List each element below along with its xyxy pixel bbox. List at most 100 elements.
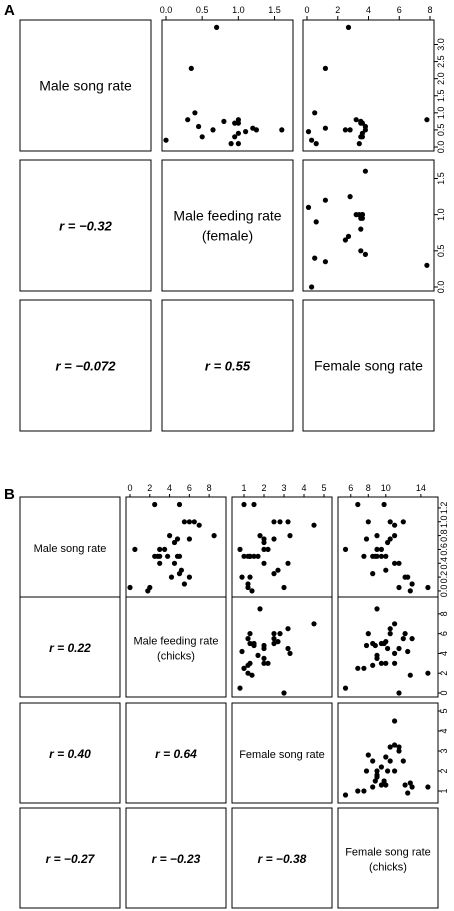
- panel-b-scatter-point: [378, 553, 384, 559]
- panel-b-y-tick-label: 1.0: [439, 515, 449, 528]
- panel-b-scatter-point: [392, 768, 398, 774]
- panel-b-scatter-point: [400, 519, 406, 525]
- panel-b-scatter-point: [396, 645, 402, 652]
- panel-a-scatter-point: [424, 117, 430, 123]
- panel-b-scatter-point: [261, 655, 267, 662]
- panel-b-y-tick-label: 5: [439, 708, 449, 713]
- panel-b-scatter-point: [245, 670, 251, 676]
- panel-b-scatter-point: [392, 560, 398, 566]
- panel-a-x-tick-label: 4: [366, 5, 371, 15]
- panel-b-scatter-point: [374, 546, 380, 553]
- panel-b-scatter-point: [171, 539, 178, 546]
- panel-b-scatter-point: [402, 631, 408, 637]
- panel-b-y-tick-label: 0.6: [439, 543, 449, 556]
- panel-a-y-tick-label: 0.0: [436, 141, 446, 154]
- panel-b-scatter-point: [342, 685, 349, 691]
- panel-b-scatter-point: [402, 782, 408, 788]
- panel-b-variable-label: (chicks): [369, 862, 407, 874]
- panel-b-scatter-point: [409, 636, 415, 642]
- panel-a-scatter-point: [359, 215, 365, 221]
- panel-b-x-tick-label: 4: [167, 483, 172, 493]
- panel-a-scatter-point: [188, 65, 194, 71]
- panel-b-x-tick-label: 14: [416, 483, 426, 493]
- panel-b-scatter-point: [370, 640, 376, 647]
- panel-b-scatter-point: [378, 764, 384, 770]
- panel-a-cell-frame: [161, 299, 294, 432]
- panel-a-scatter-point: [322, 259, 328, 265]
- panel-b-scatter-point: [237, 546, 243, 553]
- panel-b-y-tick-label: 2: [439, 671, 449, 676]
- panel-a-scatter-point: [322, 125, 328, 131]
- panel-b-x-tick-label: 4: [301, 483, 306, 493]
- panel-b-scatter-point: [196, 522, 202, 528]
- panel-b-scatter-point: [265, 546, 271, 553]
- panel-b-scatter-point: [361, 665, 367, 671]
- panel-b-scatter-point: [409, 784, 415, 790]
- panel-b-scatter-point: [176, 571, 183, 577]
- panel-a-y-tick-label: 3.0: [436, 38, 446, 51]
- panel-b-scatter-point: [407, 672, 413, 678]
- panel-b-scatter-point: [370, 784, 376, 790]
- panel-a-scatter-point: [356, 212, 362, 218]
- panel-a-scatter-point: [163, 137, 169, 143]
- panel-b-scatter-point: [261, 539, 267, 546]
- panel-b-scatter-point: [392, 660, 398, 666]
- panel-a-variable-label: Male feeding rate: [173, 208, 281, 224]
- panel-b-scatter-point: [405, 790, 411, 796]
- panel-a-cell-frame: [302, 299, 435, 432]
- panel-b-scatter-point: [355, 788, 361, 794]
- panel-b-scatter-point: [261, 546, 267, 553]
- panel-a-cell-frame: [302, 159, 435, 292]
- panel-b-scatter-point: [247, 631, 253, 637]
- panel-b-cell-frame: [231, 702, 333, 804]
- panel-b-scatter-point: [132, 546, 138, 553]
- panel-b-scatter-point: [387, 631, 393, 637]
- panel-b-correlation-label: r = 0.64: [155, 747, 197, 761]
- panel-b-correlation-label: r = −0.27: [46, 852, 96, 866]
- panel-b-scatter-point: [251, 642, 257, 649]
- panel-a-scatter-point: [358, 248, 364, 254]
- panel-b-y-tick-label: 8: [439, 611, 449, 616]
- panel-b-scatter-point: [145, 588, 151, 594]
- panel-b-scatter-point: [281, 584, 287, 591]
- panel-b-scatter-point: [363, 768, 370, 774]
- panel-b-y-tick-label: 0.2: [439, 571, 449, 584]
- panel-b-scatter-point: [167, 533, 173, 539]
- panel-b-cell-frame: [337, 596, 439, 698]
- panel-b-scatter-point: [355, 501, 361, 508]
- panel-b-scatter-point: [176, 553, 183, 559]
- panel-a-scatter-point: [253, 127, 259, 133]
- panel-b-scatter-point: [370, 553, 376, 559]
- panel-b-scatter-point: [271, 536, 277, 542]
- panel-a-x-tick-label: 1.0: [232, 5, 245, 15]
- panel-b-scatter-point: [255, 553, 261, 559]
- panel-a-scatter-point: [210, 127, 216, 133]
- panel-b-scatter-point: [257, 533, 263, 539]
- panel-b-cell-frame: [19, 596, 121, 698]
- panel-a-scatter-point: [232, 134, 238, 140]
- panel-a-scatter-point: [347, 127, 353, 133]
- panel-b-scatter-point: [239, 574, 245, 580]
- panel-b-scatter-point: [186, 574, 192, 580]
- panel-b-scatter-point: [385, 539, 391, 546]
- panel-b-y-tick-label: 0.8: [439, 529, 449, 542]
- panel-b-scatter-point: [392, 621, 398, 627]
- panel-b-scatter-point: [261, 645, 267, 652]
- panel-a-y-tick-label: 1.0: [436, 107, 446, 120]
- panel-b-scatter-point: [392, 533, 398, 539]
- panel-b-scatter-point: [378, 782, 384, 788]
- panel-a-scatter-point: [312, 255, 318, 261]
- panel-b-cell-frame: [19, 807, 121, 909]
- panel-b-scatter-point: [378, 546, 384, 553]
- panel-b-scatter-point: [275, 639, 281, 645]
- panel-b-scatter-point: [425, 584, 431, 591]
- panel-b-cell-frame: [231, 596, 333, 698]
- panel-b-x-tick-label: 10: [381, 483, 391, 493]
- panel-b-scatter-point: [374, 652, 380, 659]
- panel-b-scatter-point: [400, 636, 406, 642]
- panel-b-scatter-point: [152, 501, 158, 508]
- panel-b-scatter-point: [409, 581, 415, 587]
- panel-b-scatter-point: [374, 774, 380, 780]
- panel-b-scatter-point: [396, 584, 402, 591]
